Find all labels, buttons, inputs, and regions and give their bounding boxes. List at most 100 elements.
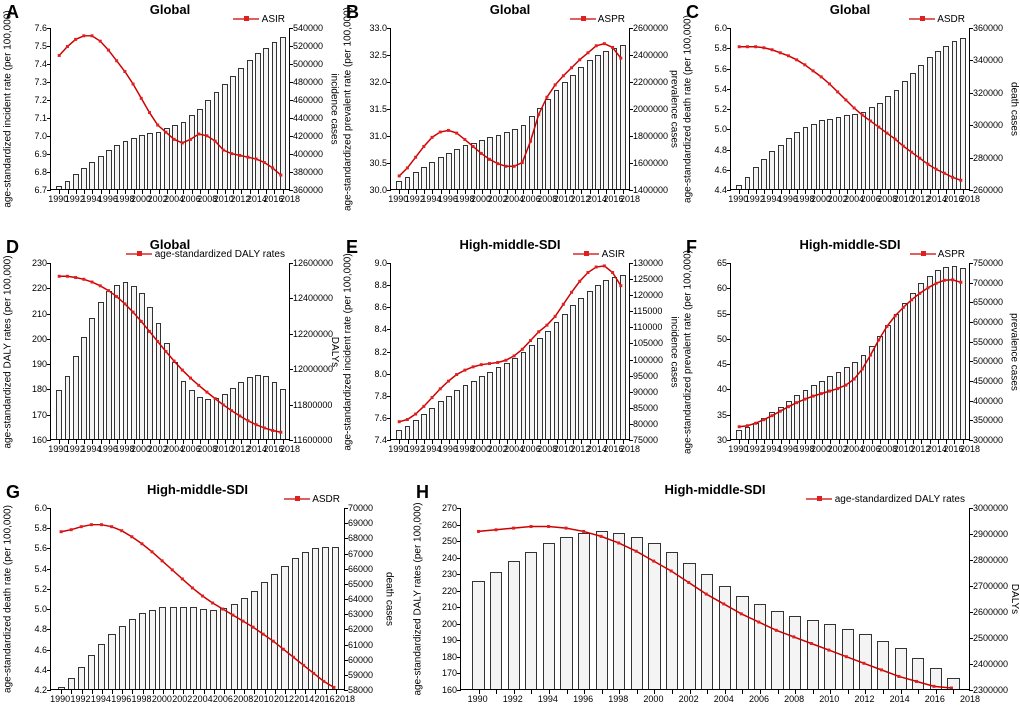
y-left-tick: 210 (32, 309, 47, 319)
x-tick: 2002 (679, 694, 699, 704)
x-tick: 1992 (71, 694, 91, 704)
y-left-tick: 180 (32, 384, 47, 394)
y-right-tick: 95000 (633, 371, 658, 381)
y-right-tick: 400000 (293, 149, 323, 159)
line-series (51, 263, 289, 440)
y-left-label: age-standardized prevalent rate (per 100… (343, 7, 354, 211)
y-left-tick: 7.3 (34, 77, 47, 87)
x-tick: 2008 (233, 694, 253, 704)
y-right-label: incidence cases (669, 316, 680, 387)
x-tick: 2016 (925, 694, 945, 704)
y-left-tick: 7.6 (374, 413, 387, 423)
y-right-tick: 12400000 (293, 293, 333, 303)
x-tick: 2010 (819, 694, 839, 704)
y-left-tick: 210 (442, 602, 457, 612)
y-right-tick: 350000 (973, 415, 1003, 425)
y-right-tick: 320000 (973, 88, 1003, 98)
legend: age-standardized DALY rates (806, 494, 965, 505)
y-right-tick: 80000 (633, 419, 658, 429)
y-left-tick: 6.0 (34, 503, 47, 513)
y-left-label: age-standardized DALY rates (per 100,000… (3, 255, 14, 448)
y-left-tick: 8.0 (374, 369, 387, 379)
y-right-tick: 2400000 (973, 659, 1008, 669)
y-left-tick: 7.8 (374, 391, 387, 401)
y-right-tick: 1600000 (633, 158, 668, 168)
y-left-tick: 7.1 (34, 113, 47, 123)
y-right-tick: 61000 (348, 640, 373, 650)
plot-area (730, 28, 970, 190)
y-left-tick: 5.2 (714, 104, 727, 114)
y-left-label: age-standardized incident rate (per 100,… (3, 10, 14, 207)
y-right-label: incidence cases (329, 73, 340, 144)
y-right-tick: 64000 (348, 594, 373, 604)
y-right-tick: 2800000 (973, 555, 1008, 565)
y-left-tick: 7.6 (34, 23, 47, 33)
y-left-tick: 7.5 (34, 41, 47, 51)
y-left-tick: 4.8 (714, 145, 727, 155)
panel-H: HHigh-middle-SDI age-standardized DALY r… (410, 480, 1020, 720)
legend: ASPR (910, 249, 965, 260)
x-tick: 2006 (749, 694, 769, 704)
y-left-tick: 7.2 (34, 95, 47, 105)
y-right-tick: 420000 (293, 131, 323, 141)
y-left-tick: 230 (32, 258, 47, 268)
y-right-tick: 2000000 (633, 104, 668, 114)
y-right-tick: 480000 (293, 77, 323, 87)
y-left-tick: 55 (717, 309, 727, 319)
x-tick: 2014 (890, 694, 910, 704)
legend: age-standardized DALY rates (126, 249, 285, 260)
y-right-tick: 120000 (633, 290, 663, 300)
x-tick: 1998 (608, 694, 628, 704)
y-left-tick: 8.6 (374, 302, 387, 312)
y-right-tick: 300000 (973, 120, 1003, 130)
legend: ASIR (233, 14, 285, 25)
y-right-tick: 115000 (633, 306, 662, 316)
x-tick: 1996 (111, 694, 131, 704)
y-left-tick: 170 (32, 410, 47, 420)
y-left-tick: 40 (717, 384, 727, 394)
y-right-tick: 380000 (293, 167, 323, 177)
plot-area (50, 263, 290, 440)
y-right-label: prevalence cases (1009, 313, 1020, 391)
x-tick: 2018 (960, 194, 980, 204)
y-left-label: age-standardized death rate (per 100,000… (3, 505, 14, 693)
panel-B: BGlobal ASPRage-standardized prevalent r… (340, 0, 680, 220)
y-left-tick: 200 (442, 619, 457, 629)
y-right-label: death cases (384, 572, 395, 626)
line-series (51, 28, 289, 190)
y-right-tick: 2400000 (633, 50, 668, 60)
y-right-tick: 63000 (348, 609, 373, 619)
y-left-tick: 5.4 (34, 564, 47, 574)
x-tick: 1996 (573, 694, 593, 704)
x-tick: 2018 (280, 194, 300, 204)
plot-area (50, 508, 345, 690)
legend: ASDR (909, 14, 965, 25)
y-right-tick: 700000 (973, 278, 1003, 288)
y-right-tick: 100000 (633, 355, 663, 365)
y-left-tick: 5.6 (34, 543, 47, 553)
x-tick: 2006 (213, 694, 233, 704)
y-left-tick: 8.2 (374, 347, 387, 357)
y-left-tick: 200 (32, 334, 47, 344)
y-left-label: age-standardized death rate (per 100,000… (683, 15, 694, 203)
y-right-tick: 2600000 (973, 607, 1008, 617)
x-tick: 1994 (91, 694, 111, 704)
line-series (391, 263, 629, 440)
panel-A: AGlobal ASIRage-standardized incident ra… (0, 0, 340, 220)
y-left-tick: 5.0 (34, 604, 47, 614)
y-left-tick: 230 (442, 569, 457, 579)
panel-F: FHigh-middle-SDI ASPRage-standardized pr… (680, 235, 1020, 470)
figure: AGlobal ASIRage-standardized incident ra… (0, 0, 1020, 727)
y-left-tick: 30.0 (369, 185, 387, 195)
x-tick: 2018 (960, 694, 980, 704)
y-left-tick: 65 (717, 258, 727, 268)
legend: ASPR (570, 14, 625, 25)
y-right-tick: 600000 (973, 317, 1003, 327)
y-right-tick: 550000 (973, 337, 1003, 347)
y-left-tick: 160 (32, 435, 47, 445)
y-left-tick: 250 (442, 536, 457, 546)
y-left-tick: 60 (717, 283, 727, 293)
y-right-tick: 59000 (348, 670, 373, 680)
y-left-tick: 6.8 (34, 167, 47, 177)
x-tick: 2018 (620, 194, 640, 204)
